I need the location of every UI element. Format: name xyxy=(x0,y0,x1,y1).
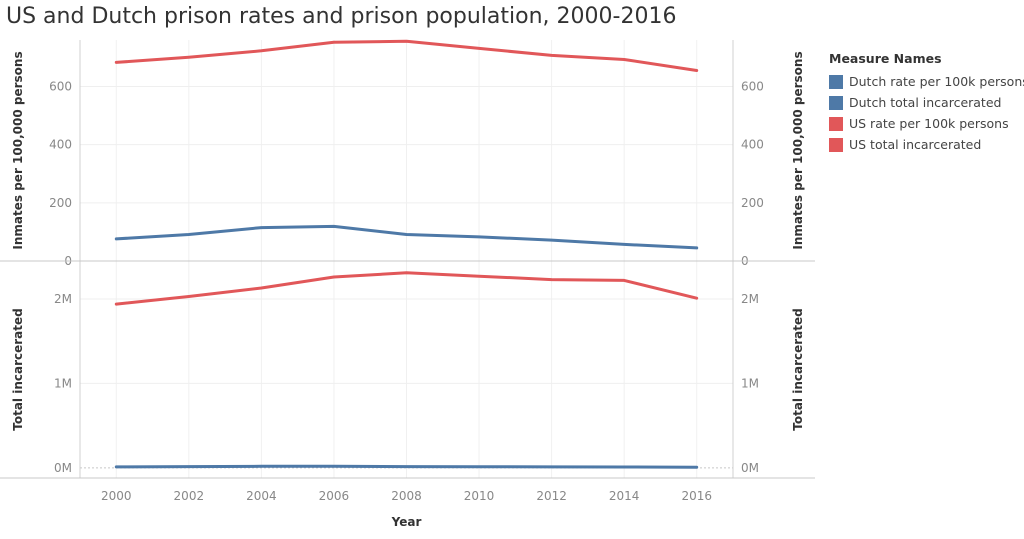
legend-label: Dutch total incarcerated xyxy=(849,95,1002,110)
series-line-dutch-rate-per-100k-persons xyxy=(114,224,699,250)
chart-title: US and Dutch prison rates and prison pop… xyxy=(6,4,677,29)
x-axis-title: Year xyxy=(391,515,422,529)
legend-label: Dutch rate per 100k persons xyxy=(849,74,1024,89)
y-tick-label-left: 200 xyxy=(49,196,72,210)
legend-item-dutch-rate[interactable]: Dutch rate per 100k persons xyxy=(829,71,1024,92)
series-line-dutch-total-incarcerated xyxy=(114,464,699,469)
x-tick-label: 2008 xyxy=(391,489,422,503)
legend: Measure Names Dutch rate per 100k person… xyxy=(829,51,1024,155)
legend-title: Measure Names xyxy=(829,51,942,66)
legend-label: US rate per 100k persons xyxy=(849,116,1009,131)
legend-item-us-total[interactable]: US total incarcerated xyxy=(829,134,1024,155)
y-tick-label-right: 600 xyxy=(741,80,764,94)
series-line-us-rate-per-100k-persons xyxy=(114,39,699,72)
y-tick-label-right: 400 xyxy=(741,138,764,152)
y-axis-title-left: Inmates per 100,000 persons xyxy=(11,51,25,249)
x-tick-label: 2014 xyxy=(609,489,640,503)
x-tick-label: 2000 xyxy=(101,489,132,503)
x-tick-label: 2002 xyxy=(174,489,205,503)
legend-item-us-rate[interactable]: US rate per 100k persons xyxy=(829,113,1024,134)
legend-swatch xyxy=(829,95,843,110)
legend-swatch xyxy=(829,137,843,152)
x-tick-label: 2006 xyxy=(319,489,350,503)
series-line-us-total-incarcerated xyxy=(114,271,699,306)
y-tick-label-right: 0M xyxy=(741,461,759,475)
y-tick-label-left: 0M xyxy=(54,461,72,475)
y-tick-label-right: 200 xyxy=(741,196,764,210)
y-tick-label-left: 400 xyxy=(49,138,72,152)
x-tick-label: 2012 xyxy=(536,489,567,503)
y-tick-label-right: 1M xyxy=(741,376,759,390)
y-axis-title-left: Total incarcerated xyxy=(11,308,25,430)
legend-item-dutch-total[interactable]: Dutch total incarcerated xyxy=(829,92,1024,113)
x-tick-label: 2010 xyxy=(464,489,495,503)
legend-swatch xyxy=(829,116,843,131)
y-axis-title-right: Inmates per 100,000 persons xyxy=(791,51,805,249)
x-tick-label: 2004 xyxy=(246,489,277,503)
y-tick-label-left: 2M xyxy=(54,292,72,306)
x-tick-label: 2016 xyxy=(681,489,712,503)
y-axis-title-right: Total incarcerated xyxy=(791,308,805,430)
legend-label: US total incarcerated xyxy=(849,137,982,152)
y-tick-label-right: 2M xyxy=(741,292,759,306)
legend-swatch xyxy=(829,74,843,89)
y-tick-label-left: 1M xyxy=(54,376,72,390)
y-tick-label-left: 600 xyxy=(49,80,72,94)
